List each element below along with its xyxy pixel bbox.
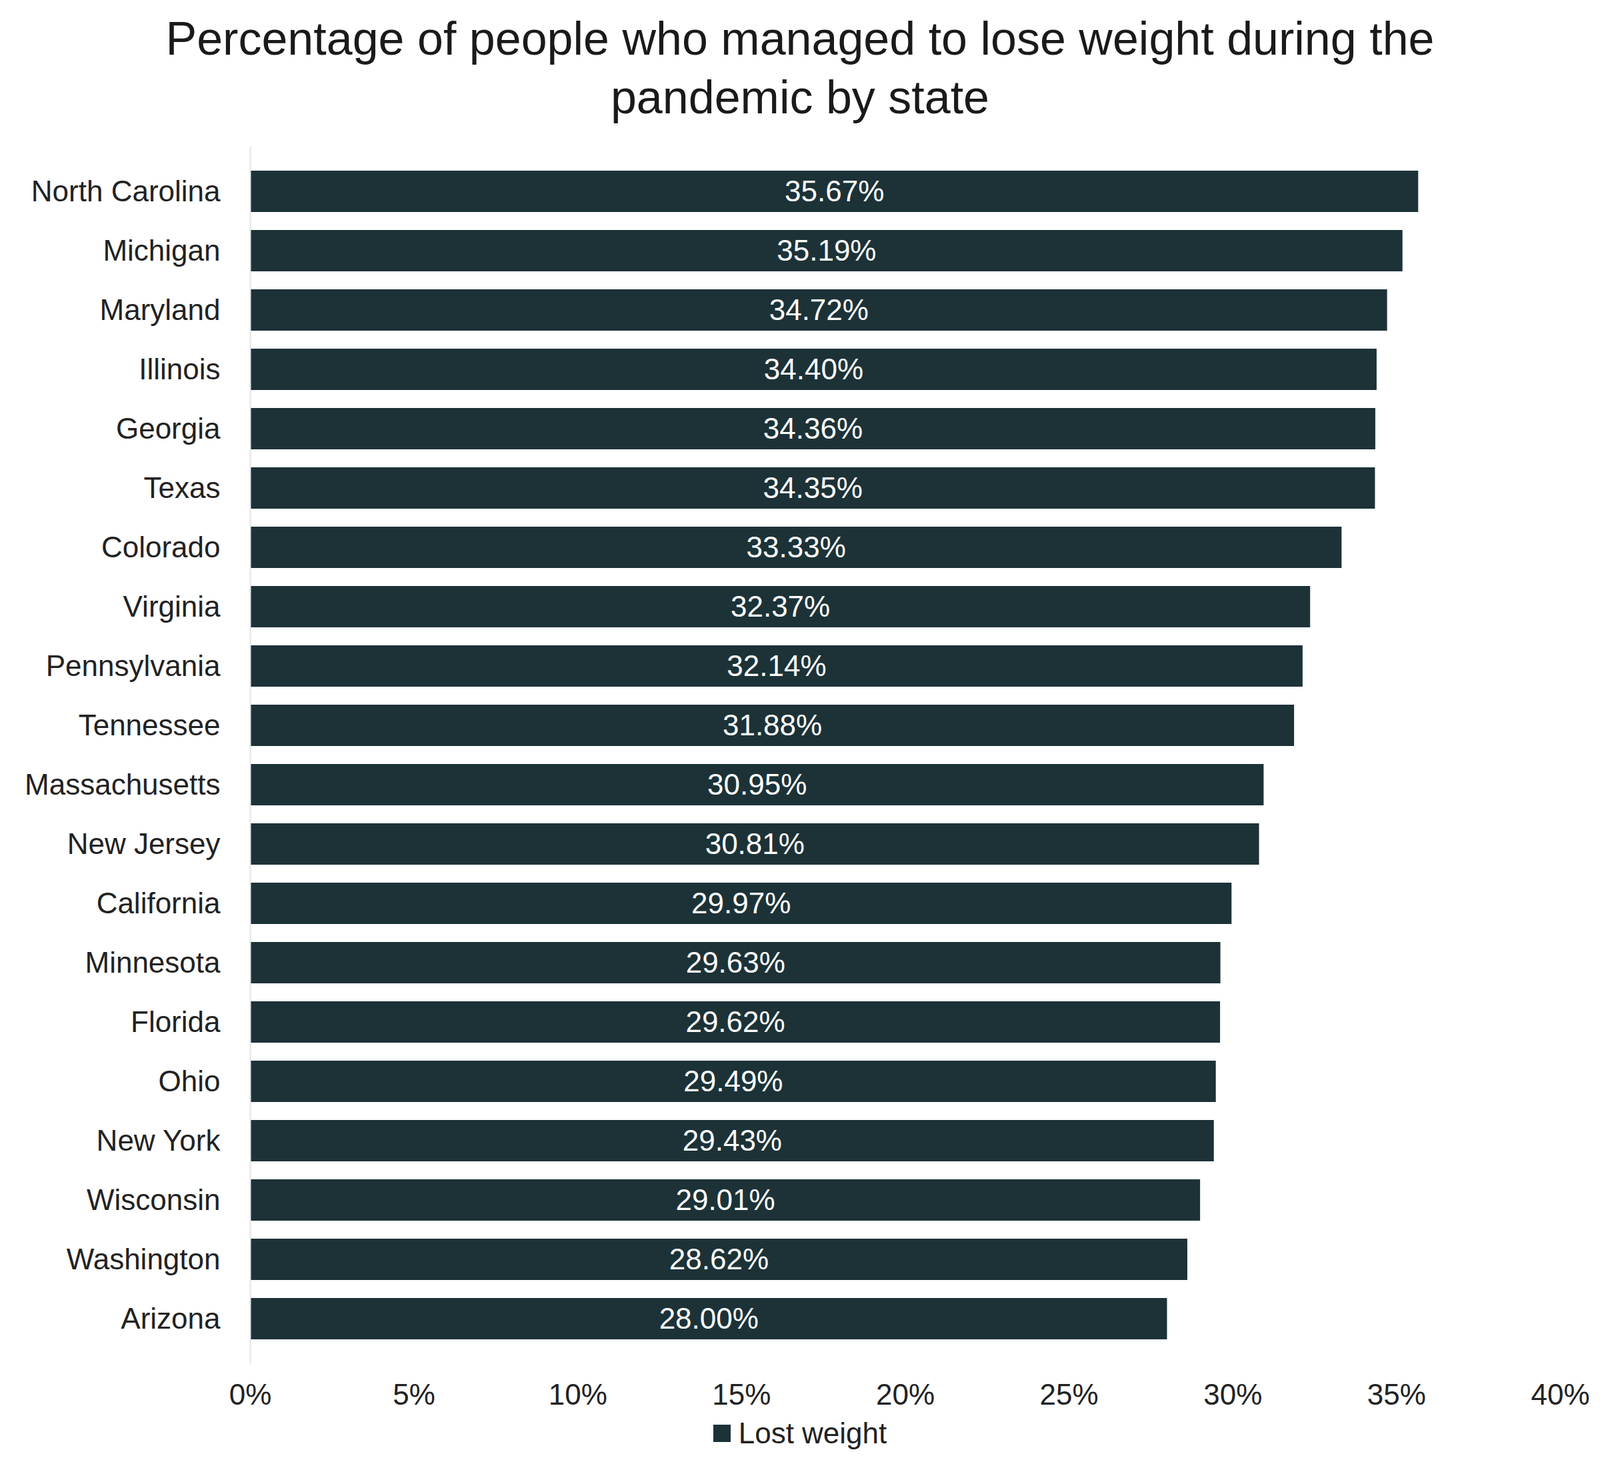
svg-text:31.88%: 31.88% — [722, 708, 822, 742]
svg-text:29.63%: 29.63% — [686, 946, 786, 979]
svg-text:34.40%: 34.40% — [764, 352, 864, 386]
svg-text:New York: New York — [96, 1124, 222, 1157]
svg-text:30%: 30% — [1203, 1378, 1262, 1411]
svg-text:North Carolina: North Carolina — [31, 174, 221, 208]
svg-text:Massachusetts: Massachusetts — [24, 768, 220, 801]
svg-text:Wisconsin: Wisconsin — [86, 1183, 221, 1216]
svg-text:34.72%: 34.72% — [769, 293, 869, 326]
svg-text:28.62%: 28.62% — [669, 1242, 769, 1276]
svg-text:25%: 25% — [1040, 1378, 1099, 1411]
svg-text:Washington: Washington — [66, 1242, 221, 1276]
html-text:Percentage of people who manag: Percentage of people who managed to lose… — [165, 12, 1435, 124]
svg-text:Minnesota: Minnesota — [84, 946, 221, 979]
svg-text:32.14%: 32.14% — [726, 649, 826, 682]
svg-text:Pennsylvania: Pennsylvania — [46, 649, 221, 682]
svg-text:California: California — [96, 886, 221, 920]
svg-text:20%: 20% — [876, 1378, 935, 1411]
svg-text:Colorado: Colorado — [101, 530, 221, 564]
svg-text:28.00%: 28.00% — [659, 1302, 759, 1335]
svg-text:29.43%: 29.43% — [682, 1124, 782, 1157]
svg-text:34.35%: 34.35% — [763, 471, 863, 504]
html-text:Lost weight: Lost weight — [738, 1416, 887, 1450]
svg-text:33.33%: 33.33% — [746, 530, 846, 564]
svg-text:32.37%: 32.37% — [730, 590, 830, 623]
svg-text:35.67%: 35.67% — [784, 174, 884, 208]
svg-text:Maryland: Maryland — [100, 293, 221, 326]
svg-text:40%: 40% — [1530, 1378, 1590, 1411]
svg-text:Arizona: Arizona — [120, 1302, 221, 1335]
svg-text:10%: 10% — [548, 1378, 608, 1411]
svg-text:New Jersey: New Jersey — [67, 827, 221, 860]
svg-text:Florida: Florida — [130, 1005, 221, 1038]
svg-text:29.97%: 29.97% — [691, 886, 791, 920]
svg-text:30.95%: 30.95% — [707, 768, 807, 801]
svg-text:Illinois: Illinois — [138, 352, 220, 386]
svg-text:Georgia: Georgia — [116, 412, 221, 445]
svg-text:15%: 15% — [712, 1378, 771, 1411]
svg-text:29.01%: 29.01% — [675, 1183, 775, 1216]
svg-text:Ohio: Ohio — [158, 1064, 221, 1098]
svg-text:Virginia: Virginia — [123, 590, 221, 623]
svg-text:Michigan: Michigan — [102, 234, 220, 267]
svg-text:5%: 5% — [392, 1378, 436, 1411]
svg-text:35%: 35% — [1367, 1378, 1426, 1411]
svg-text:Tennessee: Tennessee — [78, 708, 221, 742]
svg-text:29.62%: 29.62% — [685, 1005, 785, 1038]
svg-text:29.49%: 29.49% — [683, 1064, 783, 1098]
svg-text:30.81%: 30.81% — [705, 827, 805, 860]
svg-text:Texas: Texas — [144, 471, 221, 504]
svg-text:34.36%: 34.36% — [763, 412, 863, 445]
svg-text:0%: 0% — [229, 1378, 272, 1411]
svg-text:35.19%: 35.19% — [776, 234, 876, 267]
